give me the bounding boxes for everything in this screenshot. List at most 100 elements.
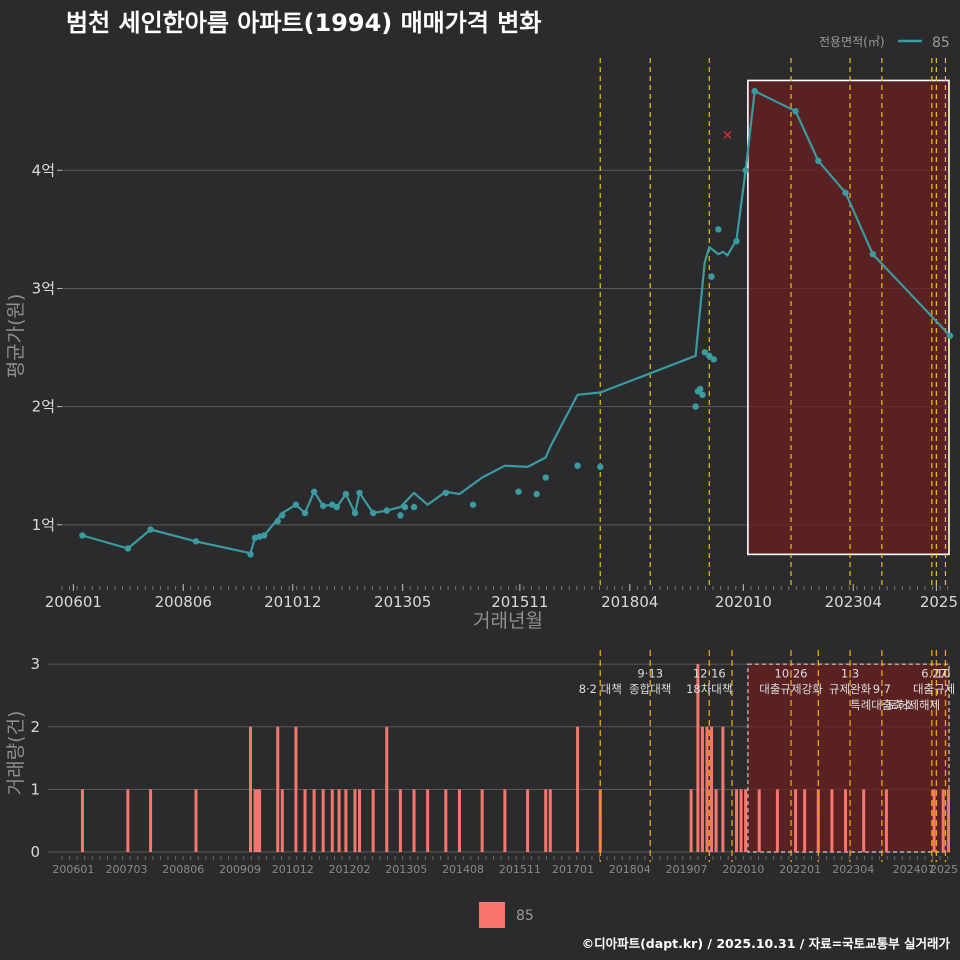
volume-bar [689,789,693,852]
price-point [401,503,409,511]
volume-bar [294,726,298,852]
bottom-x-tick-label: 201804 [609,863,651,876]
policy-annotation: 12·16 [693,667,726,681]
policy-annotation: 8·2 대책 [579,682,622,696]
price-point [469,501,477,508]
volume-bar [844,789,848,852]
top-y-axis-title: 평균가(원) [5,294,27,379]
outlier-stroke [723,130,732,139]
price-point [792,107,799,115]
bottom-legend: 85 [479,902,534,928]
price-point [192,538,200,545]
price-point [699,391,706,399]
bottom-x-tick-label: 201305 [385,863,427,876]
bottom-x-tick-label: 200601 [52,863,94,876]
bottom-x-tick-label: 202304 [832,863,874,876]
price-point [342,490,350,498]
volume-bars [80,664,950,852]
price-point [369,509,377,517]
policy-annotation: 10.26 [775,667,808,681]
legend-label: 85 [932,35,950,51]
price-point [733,237,740,245]
price-point [351,509,359,517]
bottom-x-tick-label: 202201 [779,863,821,876]
price-point [310,488,318,495]
volume-bar [548,789,552,852]
top-x-tick-label: 201511 [491,593,548,611]
volume-bar [249,726,253,852]
volume-bar [705,726,709,852]
volume-bar [830,789,834,852]
price-point [710,356,718,363]
policy-annotation: 규제완화 [829,682,872,696]
price-line-series [82,90,951,555]
policy-annotation: 9.7 [873,682,891,696]
policy-annotation: 6.27 [921,667,947,681]
bottom-legend-label: 85 [516,908,534,924]
volume-bar [412,789,416,852]
policy-annotation: 10 [936,667,951,681]
top-x-tick-label: 201804 [601,593,658,611]
price-point [79,532,86,539]
volume-bar [503,789,507,852]
price-point [319,502,327,510]
bottom-x-tick-label: 202010 [722,863,764,876]
bottom-x-tick-label: 200909 [219,863,261,876]
volume-bar [337,789,341,852]
price-point [715,226,722,233]
top-legend: 전용면적(㎡) 85 [819,35,950,51]
price-point [279,512,286,519]
top-policy-lines [599,58,947,588]
price-point [701,349,708,356]
price-point [442,489,450,497]
volume-bar [884,789,888,852]
price-point [410,503,418,511]
price-point [301,509,309,517]
volume-bar [576,726,580,852]
volume-bar [80,789,84,852]
volume-bar [255,789,259,852]
volume-bar [544,789,548,852]
price-point [533,490,540,498]
volume-bar [744,789,748,852]
volume-bar [757,789,761,852]
bottom-policy-lines [599,650,947,862]
price-point [696,385,704,393]
volume-bar [276,726,280,852]
volume-bar [126,789,130,852]
price-point [751,87,758,95]
volume-bar [862,789,866,852]
top-x-tick-label: 200806 [155,593,212,611]
volume-bar [803,789,807,852]
bottom-x-tick-label: 201408 [442,863,484,876]
top-x-tick-label: 202304 [825,593,882,611]
top-x-tick-label: 200601 [45,593,102,611]
price-point [397,512,404,519]
price-point [815,157,822,165]
volume-bar [258,789,262,852]
volume-bar [426,789,430,852]
price-point [515,488,522,495]
price-points [79,87,954,558]
bottom-x-tick-label: 201511 [499,863,541,876]
top-x-tick-label: 202010 [715,593,772,611]
top-y-tick-label: 3억 [32,279,55,297]
bottom-y-tick-label: 2 [30,718,40,736]
volume-bar [280,789,284,852]
volume-bar [303,789,307,852]
bottom-x-tick-label: 200806 [162,863,204,876]
bottom-x-tick-label: 200703 [105,863,147,876]
top-x-tick-label: 201305 [374,593,431,611]
top-y-tick-label: 2억 [32,398,55,416]
price-point [383,507,390,514]
price-point [124,545,132,552]
outlier-marker [723,130,732,139]
price-point [292,501,300,508]
policy-annotation: 특례대출축소 [850,698,913,712]
volume-bar [721,726,725,852]
volume-bar [321,789,325,852]
volume-bar [714,789,718,852]
bottom-x-tick-label: 202407 [893,863,935,876]
volume-bar [696,664,700,852]
volume-bar [149,789,153,852]
